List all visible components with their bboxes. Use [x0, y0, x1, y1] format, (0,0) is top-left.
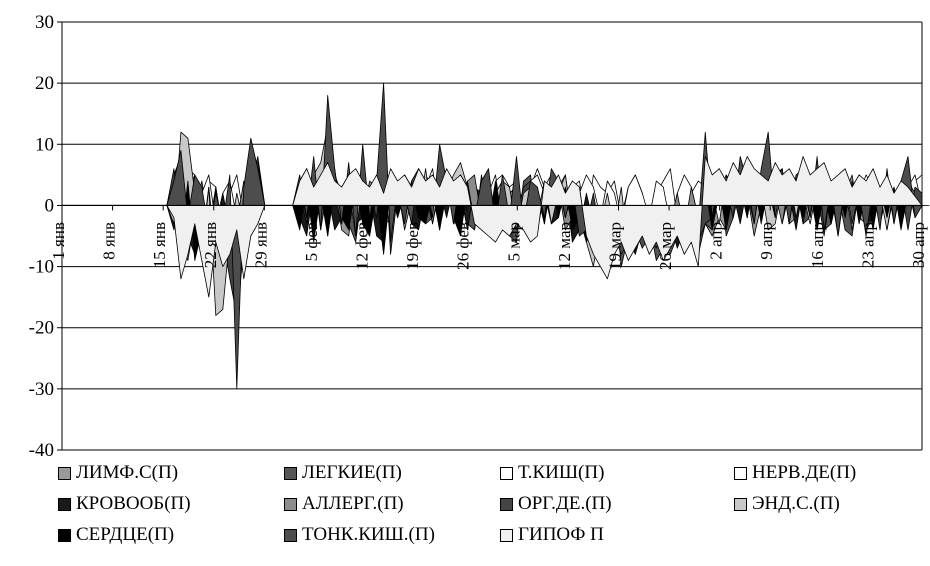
x-tick-label: 5 мар: [504, 222, 523, 261]
legend-label: ГИПОФ П: [518, 524, 604, 545]
x-tick-label: 15 янв: [150, 222, 169, 268]
legend-swatch: [500, 497, 513, 511]
legend-item: ГИПОФ П: [500, 524, 604, 546]
x-tick-label: 16 апр: [808, 222, 827, 268]
x-tick-label: 19 мар: [605, 222, 624, 270]
legend-swatch: [58, 528, 71, 542]
legend-label: ЛЕГКИЕ(П): [302, 462, 402, 483]
x-tick-label: 12 мар: [555, 222, 574, 270]
x-tick-label: 22 янв: [201, 222, 220, 268]
legend-swatch: [58, 466, 71, 480]
x-tick-label: 30 апр: [909, 222, 928, 268]
legend-label: СЕРДЦЕ(П): [76, 524, 175, 545]
legend-swatch: [734, 466, 747, 480]
x-tick-label: 26 мар: [656, 222, 675, 270]
y-tick-label: 10: [35, 134, 54, 155]
y-tick-label: 30: [35, 12, 54, 33]
legend-item: АЛЛЕРГ.(П): [284, 493, 404, 515]
y-tick-label: -20: [29, 318, 54, 339]
legend-swatch: [58, 497, 71, 511]
legend-swatch: [500, 466, 513, 480]
y-tick-label: -30: [29, 379, 54, 400]
legend-label: ЛИМФ.С(П): [76, 462, 179, 483]
y-tick-label: 0: [45, 195, 55, 216]
x-tick-label: 8 янв: [100, 222, 119, 260]
legend-swatch: [734, 497, 747, 511]
legend-item: НЕРВ.ДЕ(П): [734, 462, 856, 484]
legend-swatch: [500, 528, 513, 542]
legend-label: ОРГ.ДЕ.(П): [518, 493, 612, 514]
legend-label: ЭНД.С.(П): [752, 493, 840, 514]
legend-item: ЛЕГКИЕ(П): [284, 462, 402, 484]
legend-item: ЭНД.С.(П): [734, 493, 840, 515]
x-tick-label: 2 апр: [707, 222, 726, 260]
x-tick-label: 19 фев: [403, 222, 422, 270]
legend-item: ЛИМФ.С(П): [58, 462, 178, 484]
legend-label: НЕРВ.ДЕ(П): [752, 462, 857, 483]
x-tick-label: 1 янв: [49, 222, 68, 260]
x-tick-label: 5 фев: [302, 222, 321, 261]
legend-item: КРОВООБ(П): [58, 493, 191, 515]
legend-swatch: [284, 497, 297, 511]
legend-item: ТОНК.КИШ.(П): [284, 524, 435, 546]
legend-label: КРОВООБ(П): [76, 493, 191, 514]
legend-label: ТОНК.КИШ.(П): [302, 524, 435, 545]
legend-swatch: [284, 528, 297, 542]
legend-item: ОРГ.ДЕ.(П): [500, 493, 612, 515]
y-tick-label: 20: [35, 73, 54, 94]
x-tick-label: 23 апр: [858, 222, 877, 268]
legend-label: АЛЛЕРГ.(П): [302, 493, 404, 514]
y-tick-label: -40: [29, 440, 54, 461]
legend-item: Т.КИШ(П): [500, 462, 604, 484]
legend-item: СЕРДЦЕ(П): [58, 524, 174, 546]
legend-swatch: [284, 466, 297, 480]
legend-label: Т.КИШ(П): [518, 462, 605, 483]
y-tick-label: -10: [29, 257, 54, 278]
x-tick-label: 29 янв: [251, 222, 270, 268]
area-series-11: [61, 156, 923, 298]
x-tick-label: 12 фев: [353, 222, 372, 270]
x-tick-label: 26 фев: [454, 222, 473, 270]
x-tick-label: 9 апр: [757, 222, 776, 260]
